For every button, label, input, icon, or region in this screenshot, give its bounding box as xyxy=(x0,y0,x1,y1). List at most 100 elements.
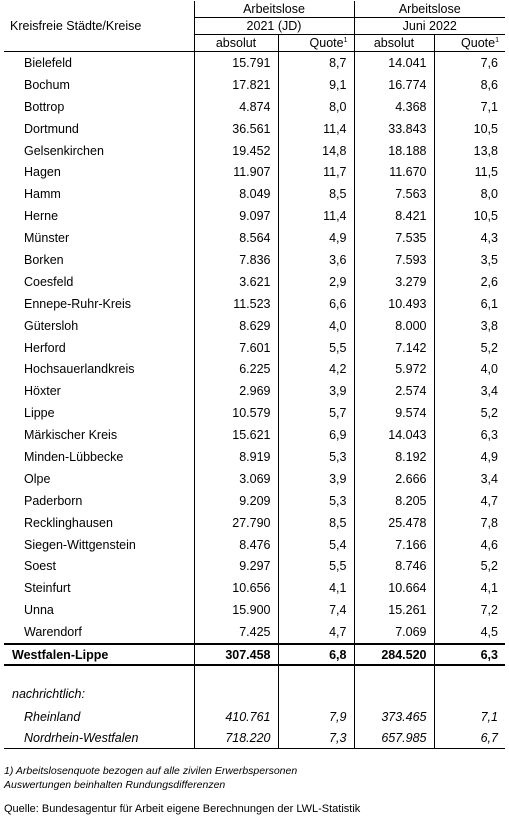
spacer-cell xyxy=(193,682,278,707)
table-row: Herne 9.097 11,4 8.421 10,5 xyxy=(4,205,505,228)
abs-2022: 2.574 xyxy=(353,380,434,403)
abs-2022: 9.574 xyxy=(353,402,434,425)
quote-2021: 5,5 xyxy=(277,336,354,359)
region-name: Paderborn xyxy=(24,493,83,508)
region-name: Minden-Lübbecke xyxy=(24,449,124,464)
region-name: Herne xyxy=(24,209,59,224)
spacer-cell xyxy=(193,665,278,683)
abs-2021: 8.629 xyxy=(193,314,278,337)
region-name: Soest xyxy=(24,559,56,574)
quote-2022: 8,6 xyxy=(433,73,505,96)
abs-2021: 6.225 xyxy=(193,358,278,381)
region-name: Herford xyxy=(24,340,66,355)
rheinland-abs-2022: 373.465 xyxy=(353,706,434,728)
quote-2022: 2,6 xyxy=(433,270,505,293)
col-quote-2021: Quote1 xyxy=(277,34,354,52)
quote-2021: 5,4 xyxy=(277,533,354,556)
abs-2021: 7.836 xyxy=(193,249,278,271)
table-row: Lippe 10.579 5,7 9.574 5,2 xyxy=(4,402,505,425)
rheinland-name: Rheinland xyxy=(24,709,81,724)
abs-2021: 9.209 xyxy=(193,489,278,512)
total-quote-2021: 6,8 xyxy=(277,643,354,667)
abs-2021: 7.425 xyxy=(193,621,278,645)
abs-2022: 11.670 xyxy=(353,161,434,184)
nrw-quote-2022: 6,7 xyxy=(433,727,505,749)
region-name: Höxter xyxy=(24,384,61,399)
region-column-header: Kreisfreie Städte/Kreise xyxy=(4,1,194,52)
quote-2022: 7,1 xyxy=(433,95,505,118)
region-name: Bochum xyxy=(24,77,70,92)
region-name: Münster xyxy=(24,231,70,246)
table-header: Kreisfreie Städte/Kreise Arbeitslose Arb… xyxy=(4,1,505,52)
table-row: Paderborn 9.209 5,3 8.205 4,7 xyxy=(4,489,505,512)
region-name: Ennepe-Ruhr-Kreis xyxy=(24,296,131,311)
quote-2021: 11,7 xyxy=(277,161,354,184)
region-name: Lippe xyxy=(24,406,55,421)
quote-2021: 8,0 xyxy=(277,95,354,118)
abs-2021: 15.621 xyxy=(193,424,278,447)
abs-2022: 2.666 xyxy=(353,467,434,490)
table-row: Minden-Lübbecke 8.919 5,3 8.192 4,9 xyxy=(4,446,505,468)
group2-header: Arbeitslose xyxy=(353,1,505,18)
nrw-name: Nordrhein-Westfalen xyxy=(4,727,194,749)
region-name: Dortmund xyxy=(24,121,79,136)
abs-2022: 7.069 xyxy=(353,621,434,645)
footnotes: 1) Arbeitslosenquote bezogen auf alle zi… xyxy=(4,764,297,792)
footnote-mark: 1 xyxy=(495,36,499,44)
region-name: Unna xyxy=(24,603,54,618)
unemployment-table: Kreisfreie Städte/Kreise Arbeitslose Arb… xyxy=(4,1,505,749)
abs-2022: 16.774 xyxy=(353,73,434,96)
abs-2022: 3.279 xyxy=(353,270,434,293)
quote-2021: 4,2 xyxy=(277,358,354,381)
abs-2022: 7.142 xyxy=(353,336,434,359)
abs-2021: 36.561 xyxy=(193,117,278,140)
region-name: Coesfeld xyxy=(24,274,74,289)
abs-2022: 8.421 xyxy=(353,205,434,228)
quote-2022: 4,5 xyxy=(433,621,505,645)
table-row: Bochum 17.821 9,1 16.774 8,6 xyxy=(4,73,505,96)
table-row: Gütersloh 8.629 4,0 8.000 3,8 xyxy=(4,314,505,337)
quote-2021: 6,6 xyxy=(277,292,354,315)
quote-2021: 5,7 xyxy=(277,402,354,425)
table-row: Gelsenkirchen 19.452 14,8 18.188 13,8 xyxy=(4,139,505,162)
spacer-cell xyxy=(433,682,505,707)
abs-2022: 25.478 xyxy=(353,511,434,534)
table-row: Recklinghausen 27.790 8,5 25.478 7,8 xyxy=(4,511,505,534)
quote-2022: 3,5 xyxy=(433,249,505,271)
table-row: Märkischer Kreis 15.621 6,9 14.043 6,3 xyxy=(4,424,505,447)
total-name: Westfalen-Lippe xyxy=(4,643,194,667)
rheinland-abs-2021: 410.761 xyxy=(193,706,278,728)
spacer-cell xyxy=(353,665,434,683)
region-name: Bielefeld xyxy=(24,55,72,70)
abs-2021: 9.097 xyxy=(193,205,278,228)
quote-2021: 8,7 xyxy=(277,51,354,74)
table-row: Coesfeld 3.621 2,9 3.279 2,6 xyxy=(4,270,505,293)
table-row: Siegen-Wittgenstein 8.476 5,4 7.166 4,6 xyxy=(4,533,505,556)
abs-2021: 8.049 xyxy=(193,183,278,206)
col-absolut-2021: absolut xyxy=(193,34,278,52)
abs-2021: 9.297 xyxy=(193,555,278,578)
col-quote-2022: Quote1 xyxy=(433,34,505,52)
abs-2022: 10.664 xyxy=(353,577,434,600)
abs-2021: 3.621 xyxy=(193,270,278,293)
table-row: Olpe 3.069 3,9 2.666 3,4 xyxy=(4,467,505,490)
quote-2022: 4,0 xyxy=(433,358,505,381)
quote-2022: 5,2 xyxy=(433,336,505,359)
abs-2022: 14.043 xyxy=(353,424,434,447)
quote-2022: 7,2 xyxy=(433,599,505,622)
quote-2021: 3,9 xyxy=(277,380,354,403)
table-row: Unna 15.900 7,4 15.261 7,2 xyxy=(4,599,505,622)
quote-2022: 3,4 xyxy=(433,467,505,490)
total-abs-2021: 307.458 xyxy=(193,643,278,667)
abs-2022: 4.368 xyxy=(353,95,434,118)
quote-2022: 6,1 xyxy=(433,292,505,315)
quote-2021: 4,1 xyxy=(277,577,354,600)
abs-2022: 8.192 xyxy=(353,446,434,468)
group2-period: Juni 2022 xyxy=(353,17,505,35)
region-name: Hagen xyxy=(24,165,61,180)
region-name: Gütersloh xyxy=(24,318,79,333)
region-name: Borken xyxy=(24,252,64,267)
abs-2022: 7.593 xyxy=(353,249,434,271)
quote-2021: 14,8 xyxy=(277,139,354,162)
abs-2022: 33.843 xyxy=(353,117,434,140)
